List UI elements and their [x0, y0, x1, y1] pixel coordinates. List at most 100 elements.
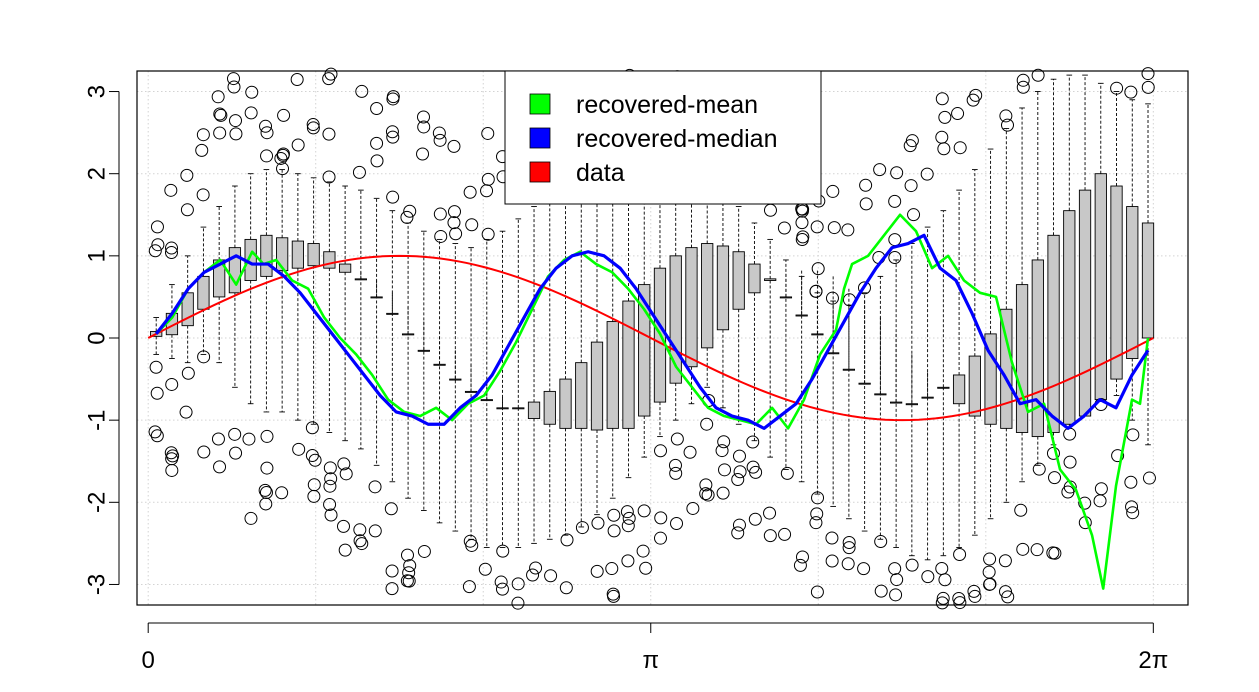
outlier-point [433, 207, 447, 221]
outlier-point [526, 568, 540, 582]
outlier-point [228, 114, 242, 128]
outlier-point [796, 230, 810, 244]
box [276, 237, 289, 272]
outlier-point [511, 577, 525, 591]
outlier-point [400, 548, 414, 562]
outlier-point [276, 148, 290, 162]
outlier-point [607, 508, 621, 522]
boxplot [370, 197, 383, 466]
outlier-point [607, 524, 621, 538]
outlier-point [888, 250, 902, 264]
legend-label: recovered-median [576, 125, 778, 153]
box [622, 300, 635, 429]
series-layer [147, 213, 1154, 590]
outlier-point [966, 93, 980, 107]
outlier-point [402, 574, 416, 588]
outlier-point [179, 405, 193, 419]
outlier-point [1016, 73, 1030, 87]
outlier-point [151, 238, 165, 252]
y-tick-label: -2 [84, 492, 111, 513]
box [748, 263, 761, 294]
outlier-point [353, 534, 367, 548]
outlier-point [402, 566, 416, 580]
outlier-point [1014, 503, 1028, 517]
boxplot [433, 238, 446, 524]
outlier-point [938, 573, 952, 587]
boxplot [386, 210, 399, 483]
boxplot [1047, 78, 1060, 446]
box [512, 407, 525, 410]
box [874, 393, 887, 396]
outlier-point [148, 244, 162, 258]
outlier-point [952, 591, 966, 605]
outlier-point [559, 581, 573, 595]
outlier-point [780, 466, 794, 480]
box [779, 296, 793, 299]
outlier-point [308, 453, 322, 467]
outlier-point [841, 557, 855, 571]
outlier-point [749, 465, 763, 479]
outlier-point [842, 535, 856, 549]
outlier-point [841, 223, 855, 237]
outlier-point [336, 519, 350, 533]
box [732, 251, 745, 310]
outlier-point [323, 497, 337, 511]
boxplot [937, 210, 950, 557]
outlier-point [324, 67, 338, 81]
outlier-point [636, 544, 650, 558]
box [323, 251, 336, 269]
outlier-point [777, 221, 791, 235]
box [795, 314, 808, 317]
x-tick-label: 0 [142, 647, 155, 674]
boxplot [827, 276, 840, 507]
outlier-point [260, 149, 274, 163]
outlier-point [195, 143, 209, 157]
outlier-point [699, 487, 713, 501]
boxplot [512, 218, 525, 548]
outlier-point [1063, 455, 1077, 469]
outlier-point [826, 184, 840, 198]
boxplot-layer [150, 74, 1155, 561]
outlier-point [447, 139, 461, 153]
outlier-point [1001, 590, 1015, 604]
outlier-point [1001, 118, 1015, 132]
outlier-point [683, 445, 697, 459]
outlier-point [462, 580, 476, 594]
boxplot [905, 243, 918, 557]
boxplot [890, 259, 903, 548]
outlier-point [935, 561, 949, 575]
outlier-point [873, 163, 887, 177]
outlier-point [305, 421, 319, 435]
legend-swatch [529, 161, 551, 183]
axes: 0 π 2π 3 2 1 0 -1 -2 -3 [84, 85, 1169, 674]
outlier-point [1016, 542, 1030, 556]
outlier-point [417, 120, 431, 134]
box [1110, 185, 1123, 380]
outlier-point [701, 488, 715, 502]
box [228, 247, 242, 294]
boxplot [874, 275, 887, 540]
outlier-point [324, 508, 338, 522]
outlier-point [229, 446, 243, 460]
boxplot [732, 206, 745, 425]
box [401, 333, 415, 336]
outlier-point [795, 216, 809, 230]
outlier-point [244, 511, 258, 525]
outlier-point [810, 585, 824, 599]
outlier-point [274, 151, 288, 165]
outlier-point [228, 427, 242, 441]
outlier-point [937, 142, 951, 156]
outlier-point [323, 461, 337, 475]
box [386, 312, 399, 315]
outlier-point [322, 72, 336, 86]
outlier-point [763, 203, 777, 217]
outlier-point [164, 245, 178, 259]
outlier-point [967, 584, 981, 598]
outlier-point [1124, 475, 1138, 489]
boxplot [401, 222, 415, 499]
outlier-point [890, 573, 904, 587]
outlier-point [403, 204, 417, 218]
boxplot [842, 288, 856, 520]
outlier-point [874, 584, 888, 598]
legend: recovered-mean recovered-median data [504, 70, 822, 205]
